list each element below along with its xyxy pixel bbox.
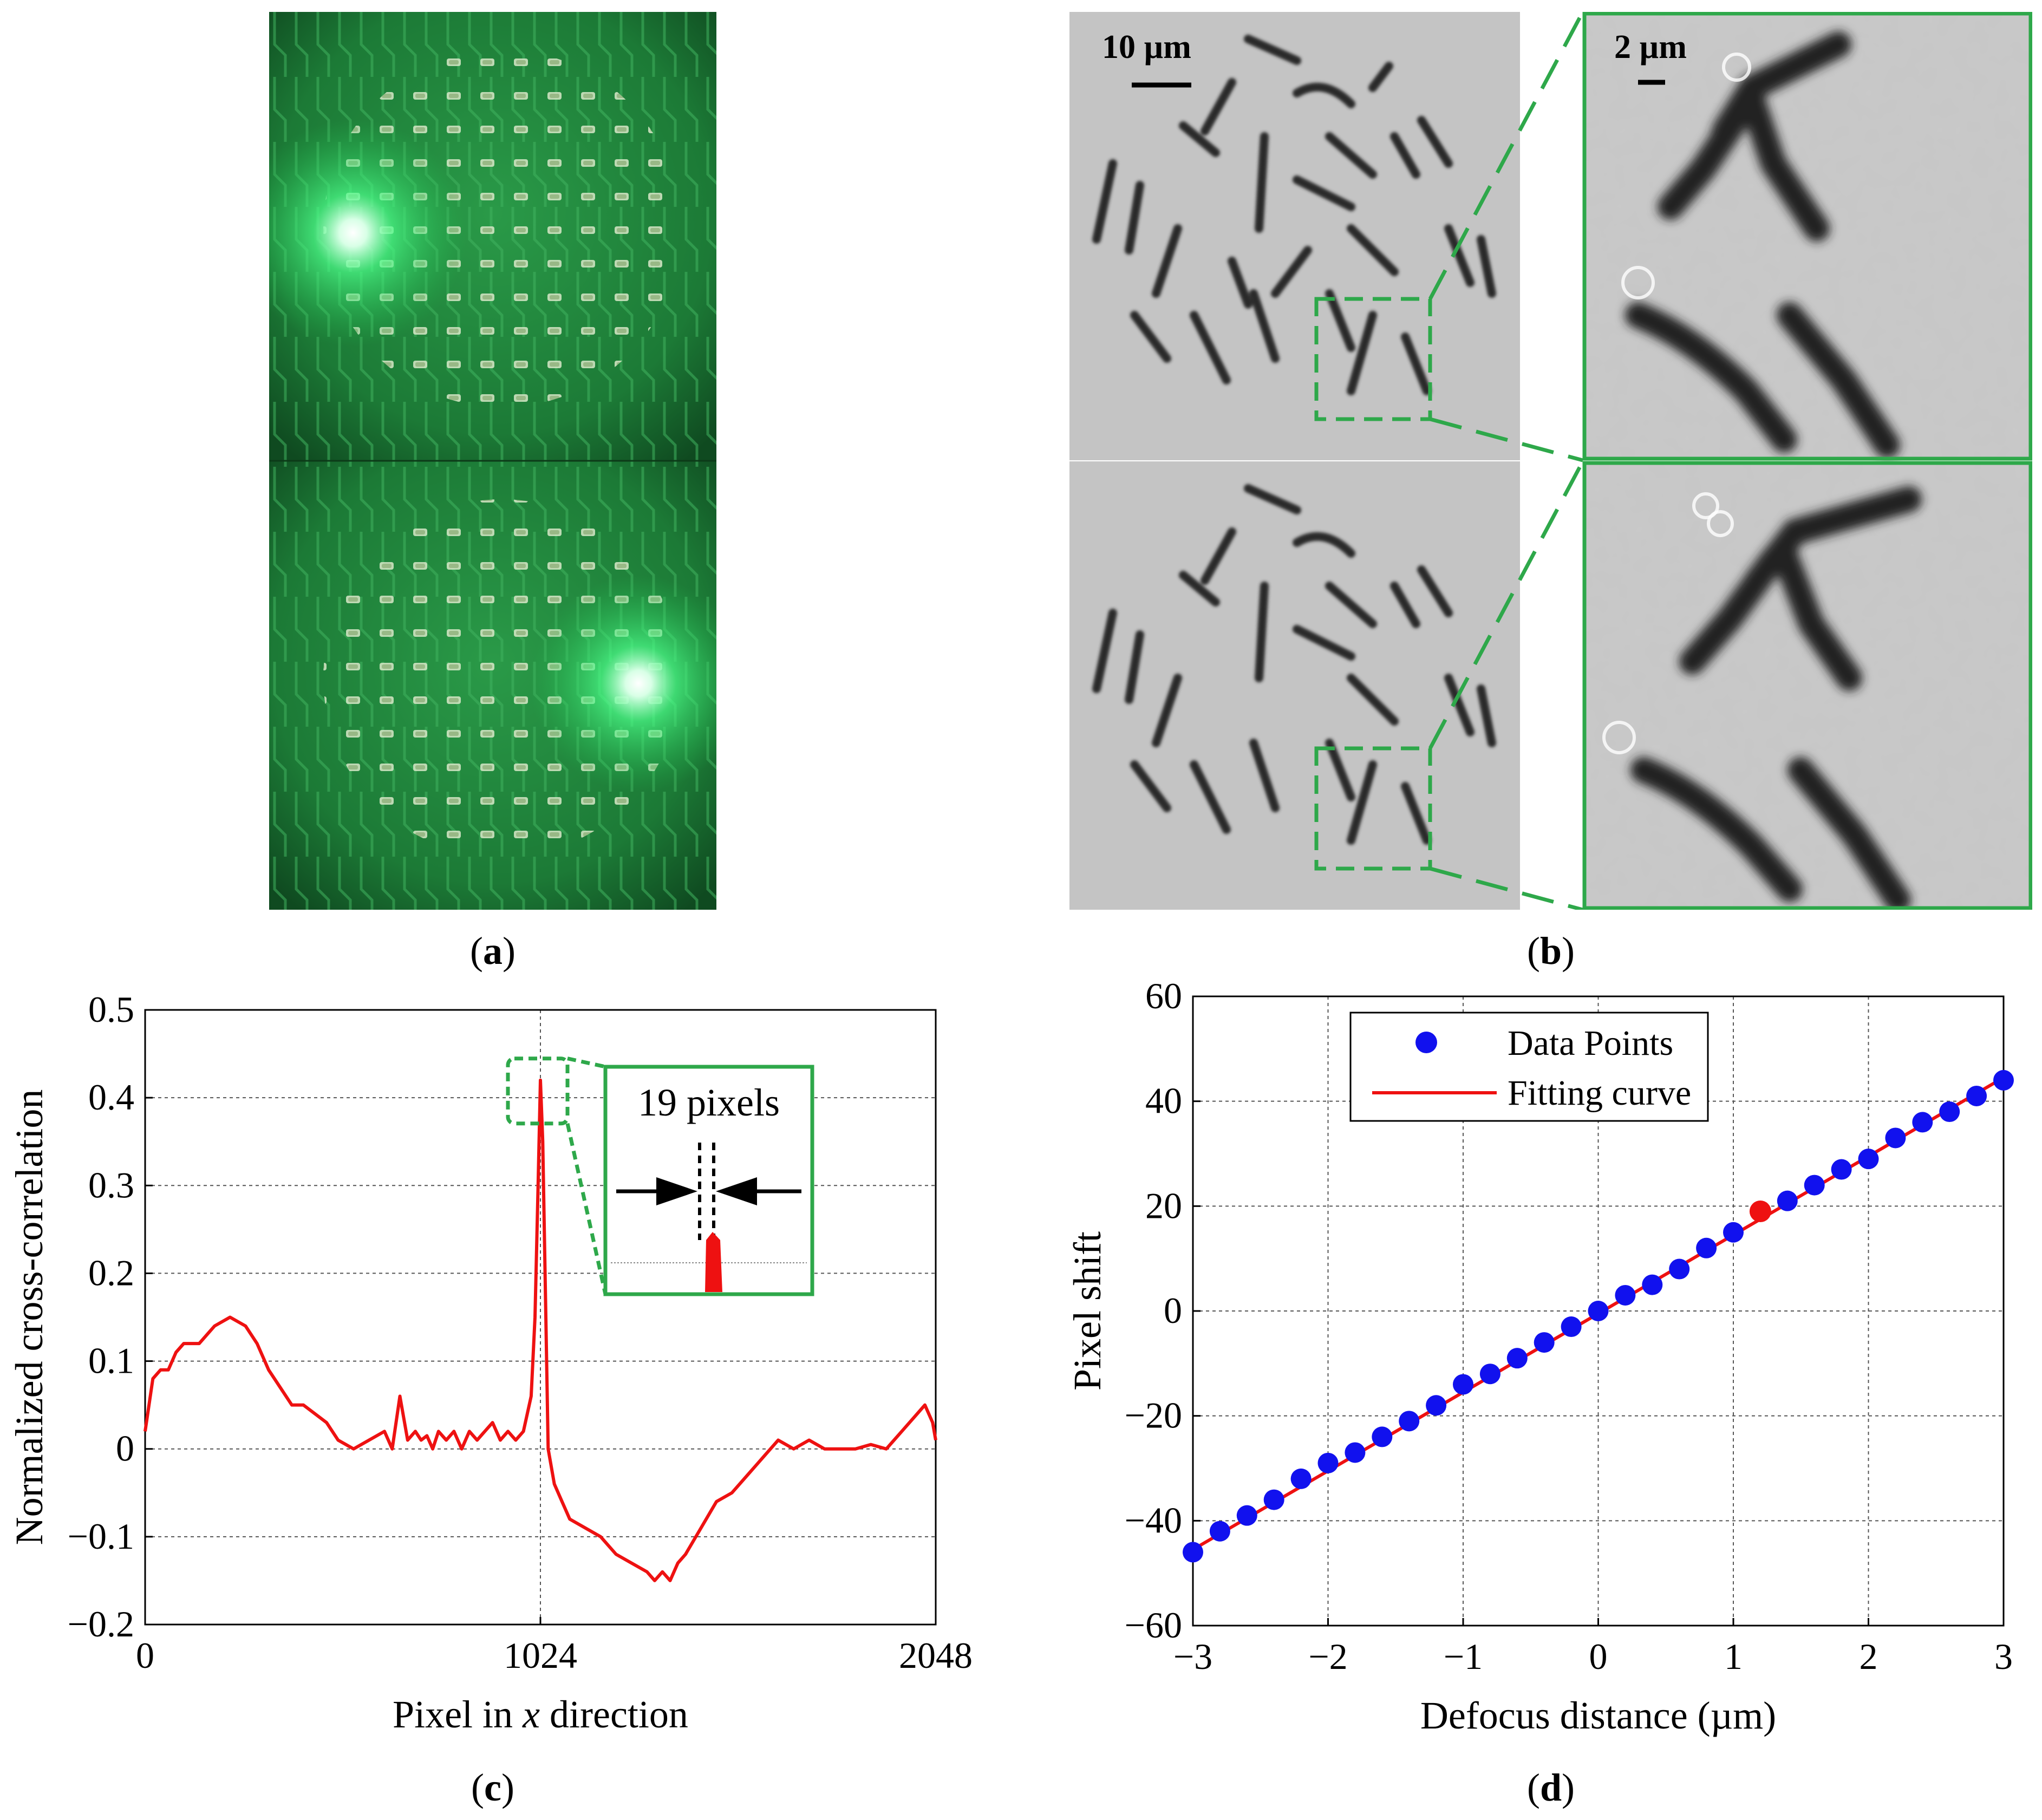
x-tick-label: 1 — [1724, 1636, 1743, 1677]
data-point — [1804, 1175, 1825, 1196]
x-tick-label: 3 — [1994, 1636, 2013, 1677]
y-tick-label: 0 — [1164, 1290, 1182, 1331]
x-axis-label: Defocus distance (µm) — [1420, 1694, 1776, 1737]
cross-correlation-line — [143, 1078, 937, 1582]
x-tick-label: −1 — [1444, 1636, 1483, 1677]
legend-marker-data-points — [1415, 1032, 1437, 1053]
x-tick-label: 0 — [136, 1635, 154, 1676]
inset-arrow-left-head — [656, 1177, 697, 1205]
y-tick-label: −0.1 — [68, 1516, 134, 1557]
y-tick-label: −60 — [1125, 1604, 1182, 1646]
y-tick-label: 0.2 — [88, 1252, 134, 1293]
data-point — [1642, 1274, 1663, 1295]
data-point — [1534, 1332, 1555, 1353]
led-array-photo — [239, 12, 747, 910]
peak-zoom-box — [506, 1056, 570, 1126]
x-tick-label: 0 — [1589, 1636, 1608, 1677]
data-point — [1453, 1374, 1473, 1395]
scale-bar-label-right: 2 µm — [1614, 29, 1687, 66]
legend-label-data-points: Data Points — [1508, 1023, 1673, 1063]
data-point — [1263, 1489, 1284, 1510]
scale-bar-label-left: 10 µm — [1102, 29, 1191, 66]
panel-label-c: (c) — [471, 1766, 514, 1809]
data-point — [1345, 1442, 1366, 1463]
y-tick-label: −20 — [1125, 1395, 1182, 1436]
data-point — [1183, 1542, 1203, 1563]
data-point — [1561, 1316, 1582, 1338]
panel-label-d: (d) — [1526, 1766, 1575, 1809]
legend-label-fitting-curve: Fitting curve — [1508, 1073, 1691, 1113]
data-point — [1831, 1159, 1852, 1180]
data-point — [1777, 1190, 1798, 1211]
chromosome-strokes-top — [1092, 35, 1496, 395]
x-axis-label: Pixel in x direction — [393, 1693, 688, 1736]
highlight-point — [1749, 1201, 1771, 1223]
y-axis-label: Pixel shift — [1066, 1231, 1109, 1391]
zoom-chromosomes-bottom — [1630, 486, 1922, 913]
data-point — [1479, 1364, 1500, 1385]
chromosome-strokes-bottom — [1092, 484, 1496, 845]
y-tick-label: 20 — [1145, 1185, 1182, 1226]
y-tick-label: −40 — [1125, 1499, 1182, 1541]
inset-connector-top — [567, 1056, 606, 1069]
inset-peak-shape — [705, 1232, 722, 1292]
y-tick-label: 60 — [1145, 975, 1182, 1016]
data-point — [1966, 1085, 1987, 1106]
y-tick-label: 40 — [1145, 1080, 1182, 1121]
data-point — [1317, 1452, 1339, 1473]
legend-box — [1349, 1012, 1709, 1122]
data-point — [1588, 1301, 1609, 1321]
x-tick-label: −3 — [1173, 1636, 1212, 1677]
panel-label-a: (a) — [470, 929, 516, 973]
x-tick-label: 2 — [1860, 1636, 1878, 1677]
panel-label-b: (b) — [1526, 929, 1575, 973]
y-tick-label: 0 — [116, 1428, 134, 1469]
data-point — [1696, 1237, 1717, 1258]
y-tick-label: 0.1 — [88, 1340, 134, 1381]
panel-b: 10 µm 2 µm — [1069, 11, 2033, 913]
data-point — [1506, 1348, 1528, 1369]
x-tick-label: 1024 — [504, 1635, 577, 1676]
data-point — [1858, 1149, 1879, 1170]
data-point — [1885, 1127, 1906, 1149]
y-tick-label: 0.4 — [88, 1077, 134, 1118]
x-tick-label: 2048 — [899, 1635, 973, 1676]
panel-a — [239, 12, 747, 910]
data-point — [1669, 1258, 1690, 1280]
y-tick-label: −0.2 — [68, 1603, 134, 1645]
inset-arrow-right-head — [716, 1177, 757, 1205]
data-point — [1426, 1395, 1447, 1416]
x-tick-label: −2 — [1308, 1636, 1347, 1677]
panel-c: 0 1024 2048 −0.2 −0.1 0 0.1 0.2 0.3 0.4 0.5 Pixel i… — [0, 986, 1007, 1817]
data-point — [1912, 1112, 1933, 1133]
data-point — [1372, 1426, 1393, 1447]
panel-d: −3 −2 −1 0 1 2 3 −60 −40 −20 0 20 40 60 Defocus distan… — [1040, 964, 2042, 1817]
data-point — [1209, 1521, 1230, 1542]
data-point — [1290, 1468, 1312, 1489]
data-point — [1723, 1222, 1744, 1243]
microscopy-figure — [1069, 11, 2033, 913]
inset-connector-bottom — [565, 1123, 608, 1295]
inset-label: 19 pixels — [638, 1081, 780, 1124]
y-tick-label: 0.3 — [88, 1164, 134, 1205]
pixel-shift-chart: −3 −2 −1 0 1 2 3 −60 −40 −20 0 20 40 60 Defocus distan… — [1066, 975, 2014, 1737]
data-point — [1236, 1505, 1257, 1526]
data-point — [1615, 1284, 1636, 1306]
y-tick-label: 0.5 — [88, 989, 134, 1030]
data-point — [1939, 1101, 1960, 1123]
cross-correlation-chart: 0 1024 2048 −0.2 −0.1 0 0.1 0.2 0.3 0.4 0.5 Pixel i… — [8, 989, 973, 1736]
data-point — [1993, 1069, 2014, 1091]
zoom-chromosomes-top — [1625, 31, 1900, 458]
y-axis-label: Normalized cross-correlation — [8, 1090, 51, 1545]
data-point — [1399, 1411, 1420, 1432]
